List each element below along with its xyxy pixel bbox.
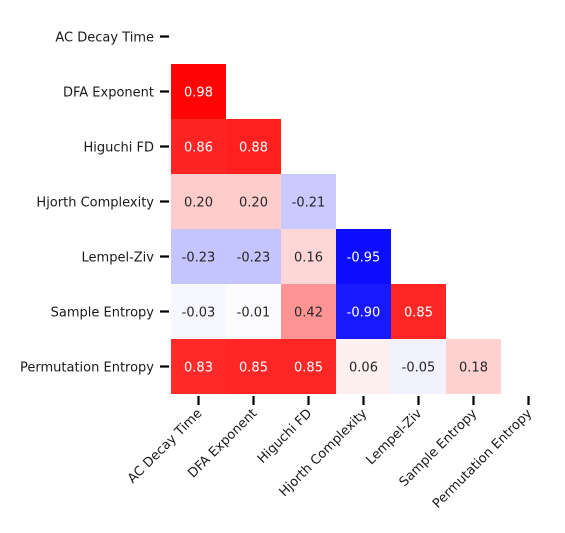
heatmap-cell <box>226 339 281 394</box>
cell-value-label: -0.95 <box>347 251 381 266</box>
heatmap-cell <box>336 339 391 394</box>
cell-value-label: -0.23 <box>237 251 271 266</box>
heatmap-cell <box>281 339 336 394</box>
cell-value-label: 0.16 <box>294 251 323 266</box>
y-axis-label: Lempel-Ziv <box>82 251 155 266</box>
heatmap-cell <box>226 229 281 284</box>
cell-value-label: -0.21 <box>292 196 326 211</box>
heatmap-cell <box>226 174 281 229</box>
cell-value-label: 0.42 <box>294 306 323 321</box>
cell-value-label: -0.03 <box>182 306 216 321</box>
cell-value-label: 0.18 <box>459 361 488 376</box>
y-axis-label: Hjorth Complexity <box>36 196 154 211</box>
x-axis-label: Permutation Entropy <box>430 406 536 512</box>
heatmap-cell <box>171 64 226 119</box>
heatmap-cell <box>171 339 226 394</box>
heatmap-cell <box>391 339 446 394</box>
y-axis-label: Higuchi FD <box>84 141 155 156</box>
heatmap-cell <box>171 284 226 339</box>
cell-value-label: -0.23 <box>182 251 216 266</box>
heatmap-cell <box>226 119 281 174</box>
heatmap-cell <box>336 229 391 284</box>
heatmap-cell <box>446 339 501 394</box>
y-axis-label: DFA Exponent <box>63 86 154 101</box>
heatmap-cell <box>171 229 226 284</box>
heatmap-cell <box>336 284 391 339</box>
heatmap-cell <box>281 229 336 284</box>
cell-value-label: 0.98 <box>184 86 213 101</box>
y-axis-label: AC Decay Time <box>55 31 154 46</box>
x-axis-label: Higuchi FD <box>255 406 315 466</box>
y-axis-label: Sample Entropy <box>51 306 155 321</box>
cell-value-label: 0.20 <box>184 196 213 211</box>
cell-value-label: 0.85 <box>239 361 268 376</box>
cell-value-label: 0.86 <box>184 141 213 156</box>
heatmap-cell <box>171 119 226 174</box>
cell-value-label: 0.06 <box>349 361 378 376</box>
cell-value-label: 0.88 <box>239 141 268 156</box>
cell-value-label: 0.85 <box>294 361 323 376</box>
heatmap-cell <box>226 284 281 339</box>
cell-value-label: -0.90 <box>347 306 381 321</box>
cell-value-label: 0.85 <box>404 306 433 321</box>
heatmap-cell <box>171 174 226 229</box>
y-axis-label: Permutation Entropy <box>20 361 154 376</box>
cell-value-label: 0.83 <box>184 361 213 376</box>
cell-value-label: 0.20 <box>239 196 268 211</box>
cell-value-label: -0.05 <box>402 361 436 376</box>
heatmap-cell <box>281 284 336 339</box>
heatmap-cell <box>281 174 336 229</box>
heatmap-cell <box>391 284 446 339</box>
cell-value-label: -0.01 <box>237 306 271 321</box>
